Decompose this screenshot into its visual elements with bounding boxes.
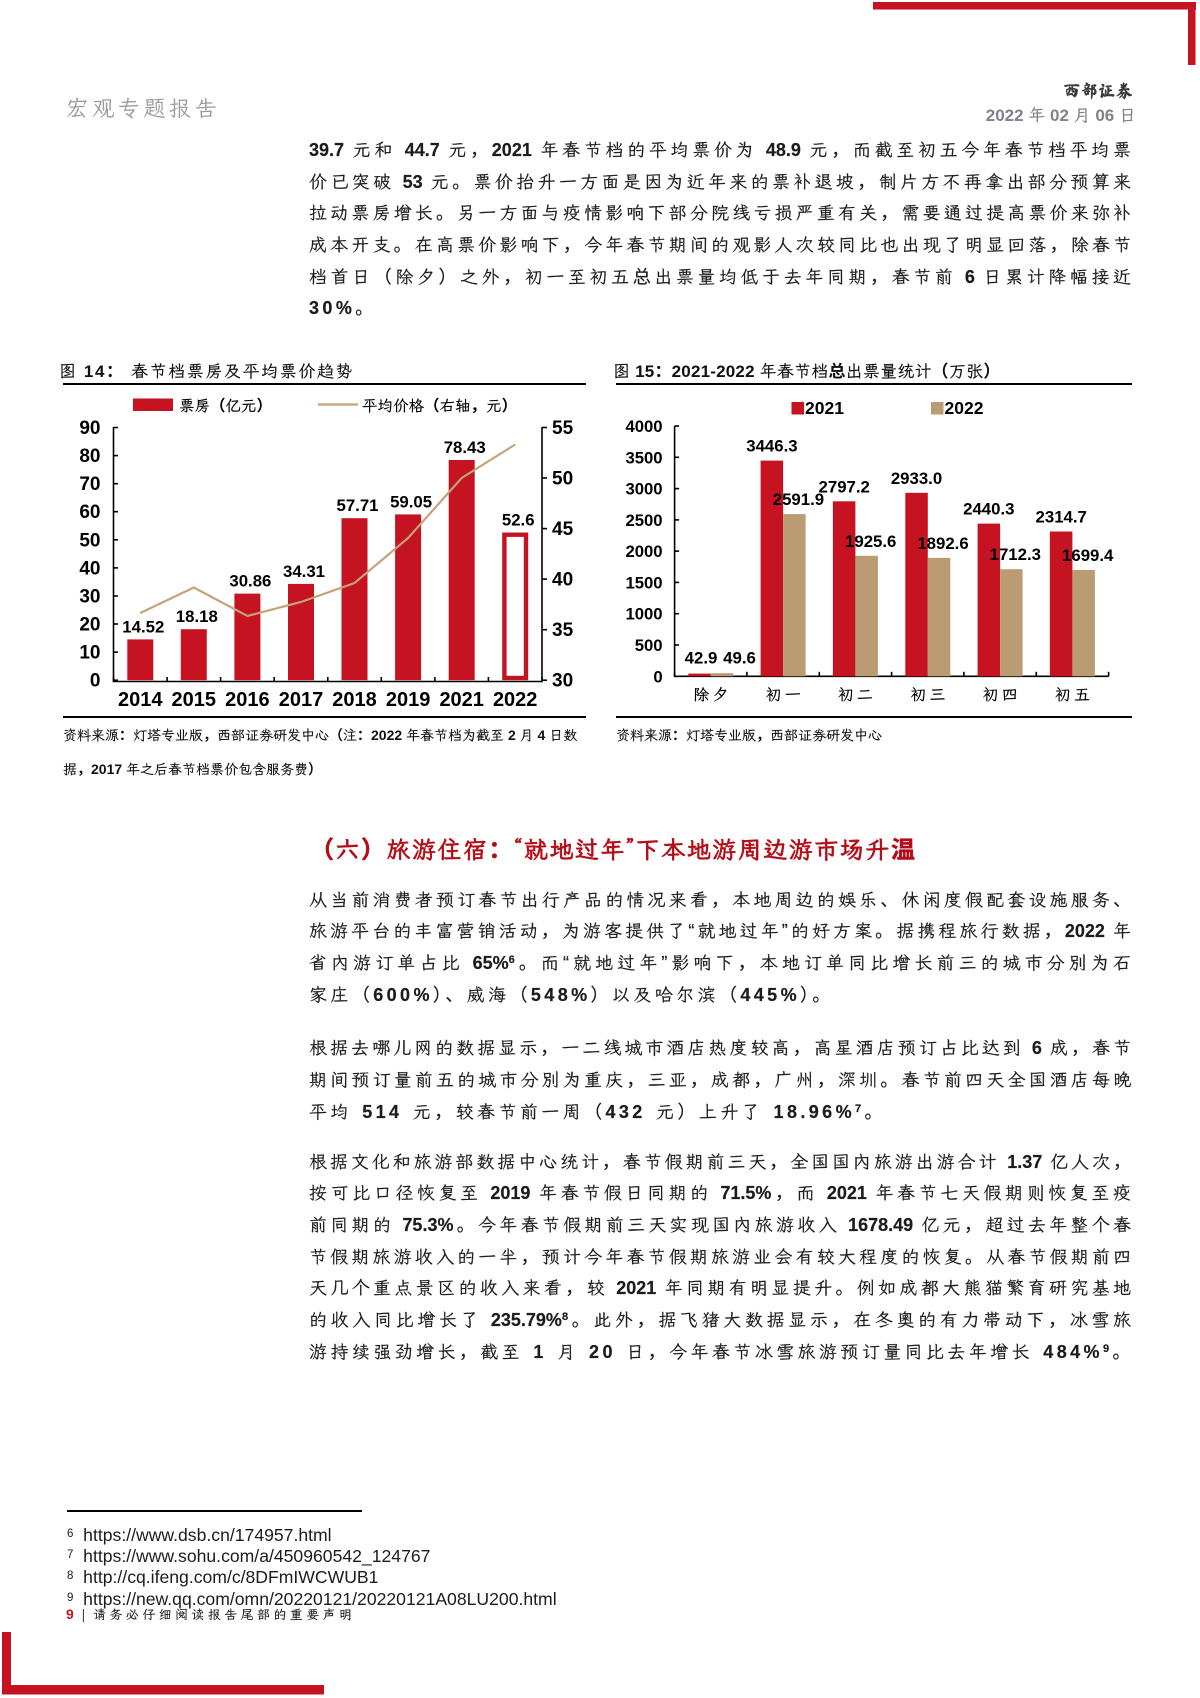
- svg-text:57.71: 57.71: [337, 496, 379, 515]
- svg-text:50: 50: [552, 469, 573, 490]
- svg-text:14.52: 14.52: [122, 617, 164, 636]
- svg-text:2015: 2015: [172, 689, 217, 711]
- svg-text:平均价格（右轴，元）: 平均价格（右轴，元）: [362, 394, 517, 416]
- svg-text:2017: 2017: [279, 689, 324, 711]
- svg-text:1712.3: 1712.3: [990, 545, 1041, 564]
- svg-text:30: 30: [552, 671, 573, 692]
- svg-text:2014: 2014: [118, 689, 163, 711]
- svg-text:30.86: 30.86: [229, 572, 271, 591]
- svg-text:18.18: 18.18: [176, 607, 218, 626]
- svg-text:2591.9: 2591.9: [773, 490, 824, 509]
- svg-text:70: 70: [79, 474, 100, 495]
- svg-text:90: 90: [79, 418, 100, 439]
- svg-text:0: 0: [653, 667, 662, 686]
- svg-text:20: 20: [79, 615, 100, 636]
- svg-text:2440.3: 2440.3: [963, 500, 1014, 519]
- svg-text:1925.6: 1925.6: [845, 532, 896, 551]
- svg-text:2018: 2018: [332, 689, 377, 711]
- svg-text:票房（亿元）: 票房（亿元）: [179, 394, 272, 416]
- svg-text:2933.0: 2933.0: [891, 469, 942, 488]
- svg-text:10: 10: [79, 643, 100, 664]
- svg-text:2019: 2019: [386, 689, 431, 711]
- svg-text:初 五: 初 五: [1055, 686, 1090, 704]
- svg-text:初 二: 初 二: [838, 686, 873, 704]
- svg-text:2021: 2021: [439, 689, 484, 711]
- svg-text:50: 50: [79, 530, 100, 551]
- svg-text:52.6: 52.6: [502, 511, 535, 530]
- svg-text:2500: 2500: [625, 511, 662, 530]
- svg-text:60: 60: [79, 502, 100, 523]
- svg-text:2000: 2000: [625, 542, 662, 561]
- svg-text:2022: 2022: [493, 689, 538, 711]
- svg-text:2016: 2016: [225, 689, 270, 711]
- svg-text:3500: 3500: [625, 448, 662, 467]
- svg-text:1500: 1500: [625, 573, 662, 592]
- svg-text:1892.6: 1892.6: [917, 534, 968, 553]
- svg-text:除 夕: 除 夕: [693, 686, 728, 704]
- svg-text:78.43: 78.43: [444, 438, 486, 457]
- svg-text:2797.2: 2797.2: [819, 477, 870, 496]
- svg-text:0: 0: [90, 671, 101, 692]
- svg-text:34.31: 34.31: [283, 562, 325, 581]
- svg-text:1699.4: 1699.4: [1062, 546, 1114, 565]
- svg-text:3446.3: 3446.3: [746, 437, 797, 456]
- svg-text:42.9: 42.9: [685, 649, 718, 668]
- svg-text:2021: 2021: [805, 398, 844, 418]
- svg-text:49.6: 49.6: [723, 649, 756, 668]
- svg-text:35: 35: [552, 620, 574, 641]
- svg-text:初 四: 初 四: [982, 686, 1017, 704]
- svg-text:4000: 4000: [625, 417, 662, 436]
- svg-text:500: 500: [635, 636, 663, 655]
- svg-text:2022: 2022: [945, 398, 984, 418]
- svg-text:40: 40: [552, 570, 573, 591]
- svg-text:59.05: 59.05: [390, 492, 432, 511]
- svg-text:55: 55: [552, 418, 574, 439]
- svg-text:初 三: 初 三: [910, 686, 945, 704]
- svg-text:40: 40: [79, 558, 100, 579]
- svg-text:2314.7: 2314.7: [1036, 508, 1087, 527]
- svg-text:3000: 3000: [625, 480, 662, 499]
- svg-text:1000: 1000: [625, 605, 662, 624]
- svg-text:80: 80: [79, 446, 100, 467]
- svg-text:45: 45: [552, 519, 574, 540]
- svg-text:初 一: 初 一: [765, 686, 800, 704]
- svg-text:30: 30: [79, 587, 100, 608]
